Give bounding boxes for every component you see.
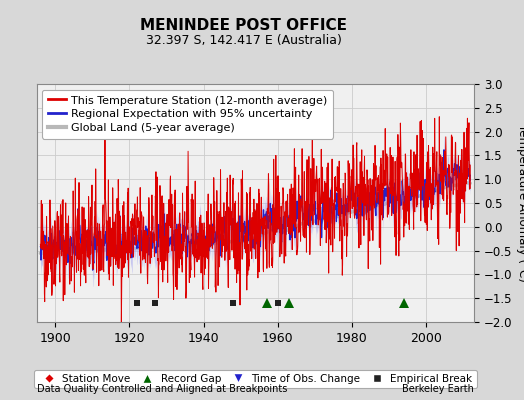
Y-axis label: Temperature Anomaly (°C): Temperature Anomaly (°C) bbox=[516, 124, 524, 282]
Text: Data Quality Controlled and Aligned at Breakpoints: Data Quality Controlled and Aligned at B… bbox=[37, 384, 287, 394]
Legend: Station Move, Record Gap, Time of Obs. Change, Empirical Break: Station Move, Record Gap, Time of Obs. C… bbox=[34, 370, 477, 388]
Text: 32.397 S, 142.417 E (Australia): 32.397 S, 142.417 E (Australia) bbox=[146, 34, 342, 47]
Text: Berkeley Earth: Berkeley Earth bbox=[402, 384, 474, 394]
Text: MENINDEE POST OFFICE: MENINDEE POST OFFICE bbox=[140, 18, 347, 33]
